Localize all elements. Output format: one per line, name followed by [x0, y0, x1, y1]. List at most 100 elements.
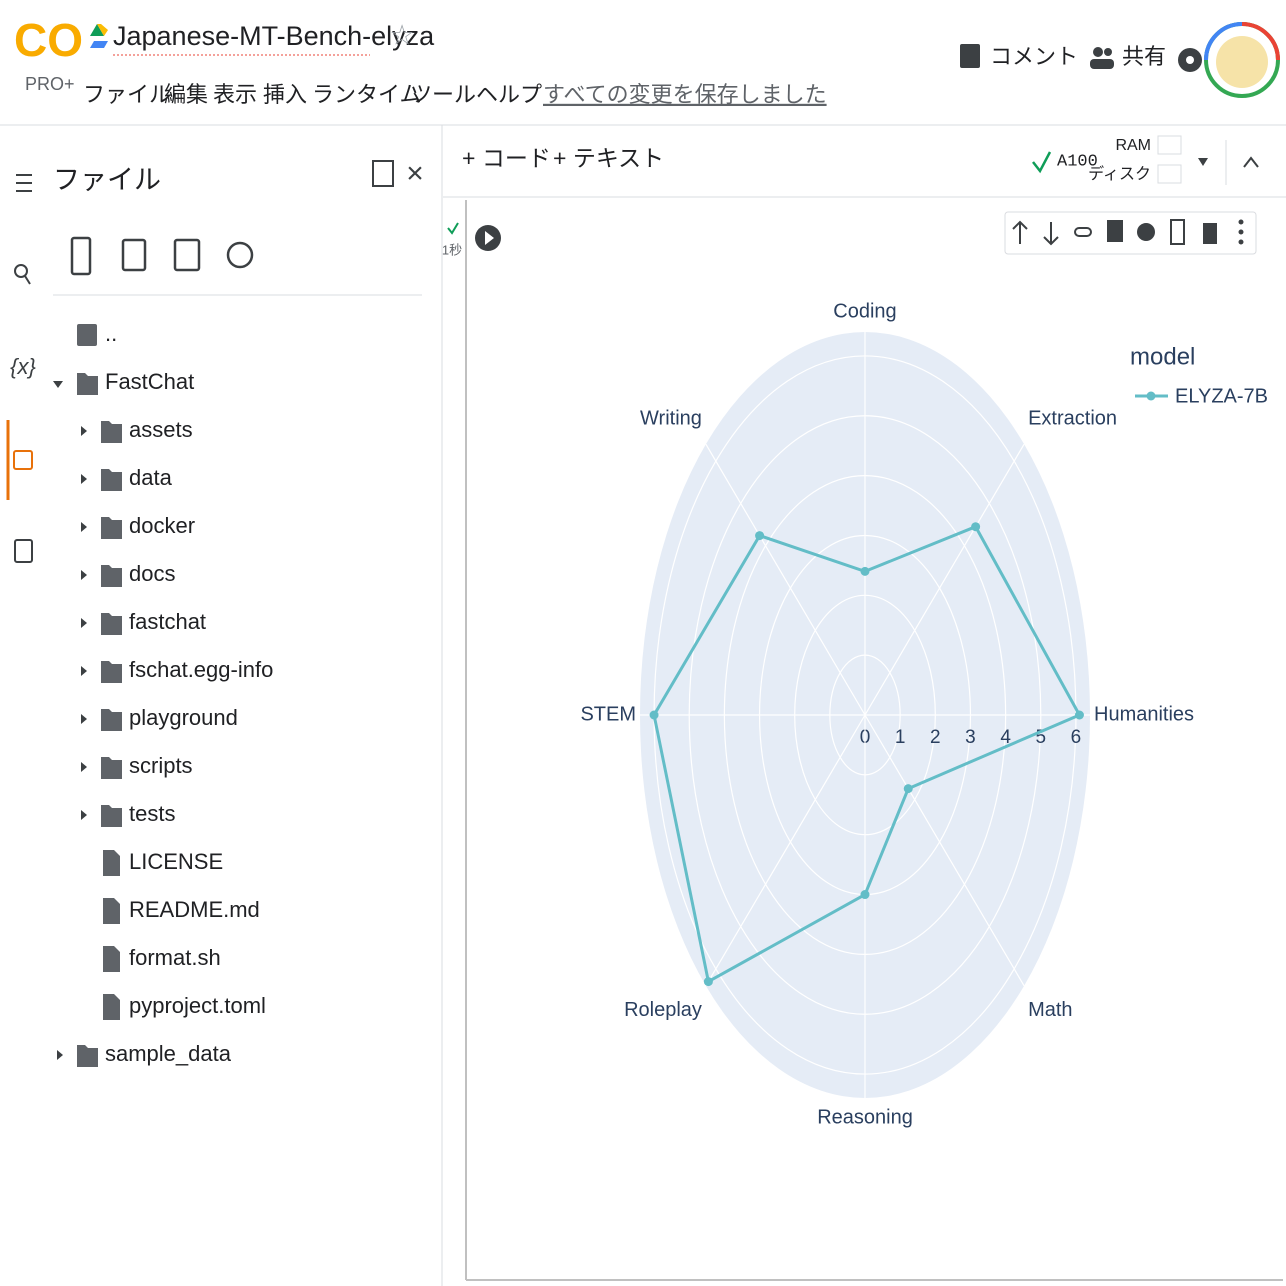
- close-panel[interactable]: ×: [406, 157, 424, 190]
- menu-item[interactable]: ランタイム: [312, 82, 422, 107]
- more-options[interactable]: [1238, 219, 1244, 245]
- expand-arrow[interactable]: [57, 1050, 63, 1060]
- legend-label[interactable]: ELYZA-7B: [1175, 385, 1268, 407]
- tree-item[interactable]: scripts: [129, 753, 193, 778]
- expand-arrow[interactable]: [81, 618, 87, 628]
- tree-item[interactable]: FastChat: [105, 369, 194, 394]
- comment-button[interactable]: コメント: [990, 44, 1078, 69]
- tree-item[interactable]: ..: [105, 321, 117, 346]
- delete-cell[interactable]: [1203, 223, 1217, 244]
- comment-icon[interactable]: [960, 44, 980, 68]
- tree-item[interactable]: docs: [129, 561, 175, 586]
- plan: PRO+: [25, 74, 75, 94]
- tree-item[interactable]: pyproject.toml: [129, 993, 266, 1018]
- snippets-icon[interactable]: [14, 539, 33, 563]
- collapse-header[interactable]: [1243, 156, 1259, 168]
- expand-arrow[interactable]: [81, 762, 87, 772]
- expand-arrow[interactable]: [81, 714, 87, 724]
- move-down[interactable]: [1043, 222, 1059, 246]
- spoke: [864, 443, 1025, 716]
- radial-tick-label: 4: [1000, 727, 1011, 748]
- expand-arrow[interactable]: [81, 570, 87, 580]
- refresh-icon[interactable]: [121, 238, 147, 272]
- radial-tick-label: 3: [965, 727, 976, 748]
- angular-label: Humanities: [1094, 703, 1194, 725]
- hide-files-icon[interactable]: [226, 241, 254, 269]
- avatar[interactable]: [1204, 22, 1280, 98]
- expand-arrow[interactable]: [81, 474, 87, 484]
- radial-tick-label: 1: [895, 727, 906, 748]
- menu-item[interactable]: 編集: [164, 82, 208, 107]
- file-icon: [103, 850, 120, 876]
- cell-status-check: [447, 222, 459, 235]
- menu-item[interactable]: ヘルプ: [476, 82, 542, 107]
- series-marker: [860, 890, 870, 900]
- folder-icon: [101, 805, 122, 827]
- menu-item[interactable]: ファイル: [83, 82, 171, 107]
- tree-item[interactable]: sample_data: [105, 1041, 232, 1066]
- tree-item[interactable]: README.md: [129, 897, 260, 922]
- series-marker: [1074, 710, 1084, 720]
- tree-item[interactable]: LICENSE: [129, 849, 223, 874]
- mount-drive-icon[interactable]: [173, 238, 201, 272]
- tree-item[interactable]: fastchat: [129, 609, 206, 634]
- menu-item[interactable]: ツール: [410, 82, 476, 107]
- runtime-name[interactable]: A100: [1057, 152, 1098, 171]
- angular-label: STEM: [580, 703, 636, 725]
- share-button[interactable]: 共有: [1122, 44, 1166, 69]
- angular-label: Roleplay: [624, 999, 702, 1021]
- tree-item[interactable]: playground: [129, 705, 238, 730]
- tree-item[interactable]: assets: [129, 417, 193, 442]
- star[interactable]: ☆: [389, 19, 414, 50]
- disk-meter: [1157, 164, 1182, 184]
- cell-duration: 1秒: [442, 242, 462, 257]
- folder-icon: [101, 565, 122, 587]
- tree-item[interactable]: docker: [129, 513, 195, 538]
- variables-icon[interactable]: {x}: [10, 354, 36, 379]
- radial-tick-label: 6: [1071, 727, 1082, 748]
- expand-arrow[interactable]: [81, 666, 87, 676]
- open-tab-icon[interactable]: [372, 160, 394, 187]
- angular-label: Extraction: [1028, 407, 1117, 429]
- menu-item[interactable]: 挿入: [263, 82, 307, 107]
- share-icon[interactable]: [1090, 47, 1114, 69]
- expand-arrow[interactable]: [53, 381, 63, 388]
- move-up[interactable]: [1012, 220, 1028, 244]
- comment-cell[interactable]: [1107, 220, 1123, 242]
- legend-title: model: [1130, 343, 1195, 370]
- series-marker: [649, 710, 659, 720]
- settings-icon[interactable]: [1178, 48, 1202, 72]
- folder-icon: [101, 469, 122, 491]
- notebook-title[interactable]: Japanese-MT-Bench-elyza: [113, 21, 435, 51]
- logo[interactable]: CO: [14, 14, 83, 66]
- radial-tick-label: 2: [930, 727, 941, 748]
- tree-item[interactable]: data: [129, 465, 173, 490]
- cell-settings[interactable]: [1137, 223, 1155, 241]
- link-cell[interactable]: [1074, 227, 1092, 237]
- folder-icon: [101, 661, 122, 683]
- spoke: [705, 443, 866, 716]
- files-icon[interactable]: [13, 450, 33, 470]
- tree-item[interactable]: fschat.egg-info: [129, 657, 273, 682]
- search-icon[interactable]: [14, 264, 31, 285]
- expand-arrow[interactable]: [81, 522, 87, 532]
- file-icon: [103, 946, 120, 972]
- runtime-menu[interactable]: [1198, 158, 1208, 166]
- add-text[interactable]: + テキスト: [553, 145, 664, 171]
- menu-item[interactable]: 表示: [213, 82, 257, 107]
- expand-arrow[interactable]: [81, 810, 87, 820]
- mirror-cell[interactable]: [1170, 219, 1185, 245]
- ram-meter: [1157, 135, 1182, 155]
- upload-icon[interactable]: [70, 236, 92, 276]
- expand-arrow[interactable]: [81, 426, 87, 436]
- spoke: [705, 714, 866, 987]
- drive-icon[interactable]: [90, 24, 108, 48]
- folder-icon: [77, 1045, 98, 1067]
- tree-item[interactable]: format.sh: [129, 945, 221, 970]
- toc-icon[interactable]: [16, 174, 32, 192]
- add-code[interactable]: + コード: [462, 145, 551, 171]
- folder-icon: [101, 709, 122, 731]
- save-status[interactable]: すべての変更を保存しました: [543, 82, 827, 107]
- tree-item[interactable]: tests: [129, 801, 175, 826]
